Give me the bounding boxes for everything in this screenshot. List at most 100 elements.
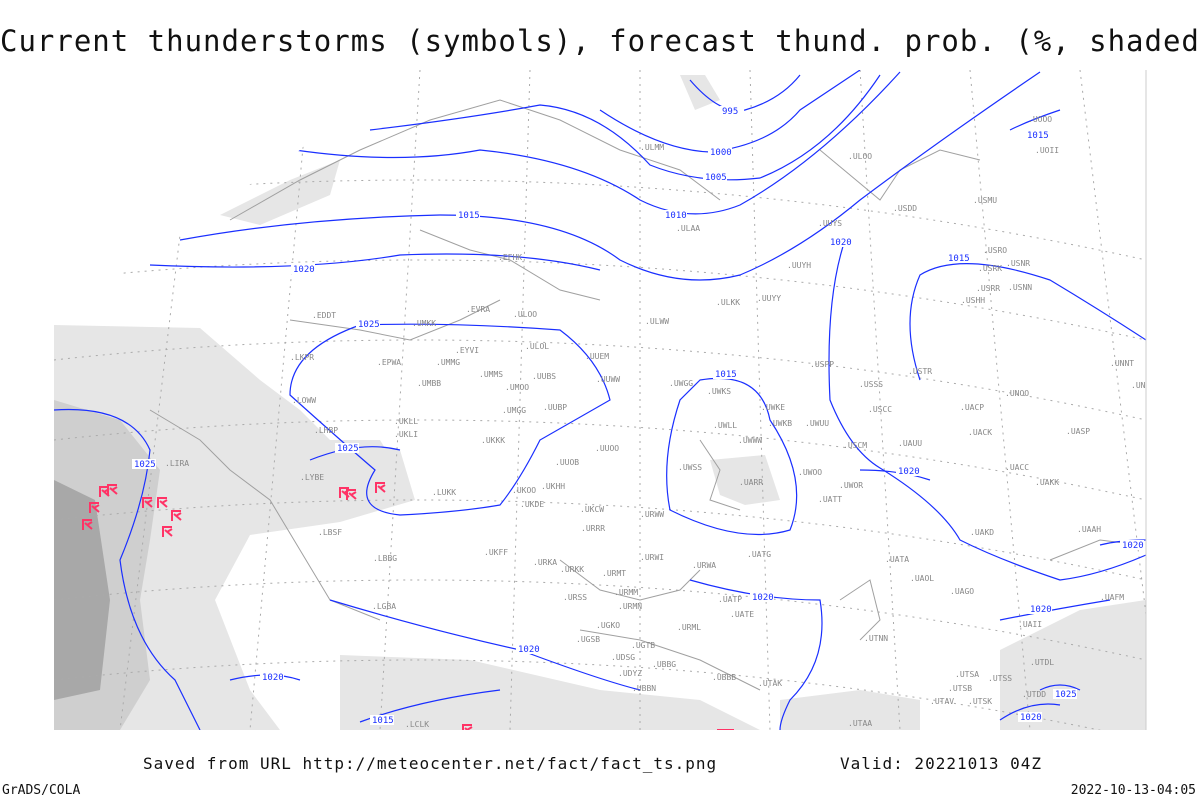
isobar-label-bg [132, 459, 156, 469]
station-label: .EPWA [377, 358, 401, 367]
station-label: .URWA [692, 561, 716, 570]
station-label: .UWSS [678, 463, 702, 472]
station-label: .EFHK [498, 253, 522, 262]
station-label: .URKA [533, 558, 557, 567]
isobar-label-bg [708, 147, 732, 157]
parallel [54, 499, 1146, 581]
isobar-label: 1025 [1055, 690, 1077, 700]
station-label: .UOOO [1028, 115, 1052, 124]
station-label: .ULAA [676, 224, 700, 233]
station-label: .UTDL [1030, 658, 1054, 667]
isobar-line [179, 71, 1041, 281]
isobar-line [149, 253, 601, 271]
station-label: .URMN [618, 602, 642, 611]
station-label: .UWWW [738, 436, 762, 445]
isobar-label-bg [356, 319, 380, 329]
station-label: .UMMS [479, 370, 503, 379]
station-labels: .ULMM .ULOO .UUYS .ULAA .USDD .USMU .UOOO .UOII… [165, 115, 1146, 729]
station-label: .USTR [908, 367, 932, 376]
station-label: .USMU [973, 196, 997, 205]
station-label: .USNR [1006, 259, 1030, 268]
station-label: .UAOL [910, 574, 934, 583]
station-label: .UUYS [818, 219, 842, 228]
station-label: .URKK [560, 565, 584, 574]
station-label: .UMKK [412, 319, 436, 328]
station-label: .UKDE [520, 500, 544, 509]
thunderstorm-icon [142, 497, 153, 508]
station-label: .ULWW [645, 317, 669, 326]
station-label: .UWKE [761, 403, 785, 412]
isobar-label-bg [703, 172, 727, 182]
isobar-label-bg [1120, 540, 1144, 550]
isobar-line [689, 74, 801, 112]
thunderstorm-icon [107, 484, 118, 495]
station-label: .UTAV [930, 697, 954, 706]
station-label: .UTNN [864, 634, 888, 643]
isobar-label-bg [260, 672, 284, 682]
station-label: .UUBS [532, 372, 556, 381]
coastline [289, 299, 501, 341]
station-label: .UUEM [585, 352, 609, 361]
station-label: .UAKK [1035, 478, 1059, 487]
station-label: .USCM [843, 441, 867, 450]
isobar-line [666, 377, 798, 536]
thunderstorm-icon [89, 502, 100, 513]
station-label: .UAUU [898, 439, 922, 448]
isobar-label-bg [456, 210, 480, 220]
isobar-line [999, 599, 1111, 621]
station-label: .ULOL [525, 342, 549, 351]
isobar-label: 1020 [262, 673, 284, 683]
isobar-label: 1020 [1030, 605, 1052, 615]
coastline [819, 149, 981, 201]
shading-area [780, 690, 920, 730]
station-label: .LKPR [290, 353, 314, 362]
parallel [54, 339, 1146, 421]
thunderstorm-icon [724, 729, 735, 730]
thunderstorm-icon [82, 519, 93, 530]
station-label: .URSS [563, 593, 587, 602]
station-label: .UUOB [555, 458, 579, 467]
station-label: .UAKD [970, 528, 994, 537]
isobar-label: 995 [722, 107, 738, 117]
shading-area [1000, 600, 1146, 730]
station-label: .UWUU [805, 419, 829, 428]
station-label: .USPP [810, 360, 834, 369]
station-label: .ULOO [848, 152, 872, 161]
parallel [54, 579, 1146, 661]
station-label: .UMMG [436, 358, 460, 367]
isobar-label-bg [750, 592, 774, 602]
isobar-line [999, 703, 1061, 721]
station-label: .UNNT [1110, 359, 1134, 368]
station-label: .USRO [983, 246, 1007, 255]
station-label: .URWW [640, 510, 664, 519]
thunderstorm-icon [171, 510, 182, 521]
isobar-label-bg [720, 106, 744, 116]
isobar-label-bg [1025, 130, 1049, 140]
station-label: .EYVI [455, 346, 479, 355]
isobar-label: 1020 [752, 593, 774, 603]
generated-timestamp: 2022-10-13-04:05 [1070, 783, 1196, 798]
station-label: .UATA [885, 555, 909, 564]
station-label: .UWOR [839, 481, 863, 490]
parallel [54, 259, 1146, 341]
station-label: .UWGG [669, 379, 693, 388]
station-label: .UBBB [712, 673, 736, 682]
parallel [54, 659, 1146, 730]
station-label: .LUKK [432, 488, 456, 497]
station-label: .UBBG [652, 660, 676, 669]
station-label: .LHBP [314, 426, 338, 435]
meridian [859, 70, 901, 730]
software-credit: GrADS/COLA [2, 783, 81, 798]
station-label: .UKKK [481, 436, 505, 445]
isobar-line [689, 579, 823, 730]
station-label: .UARR [739, 478, 763, 487]
isobar-line [369, 74, 881, 181]
station-label: .UMBB [417, 379, 441, 388]
meridian [749, 70, 771, 730]
thunderstorm-symbols [82, 482, 735, 730]
station-label: .UUOO [595, 444, 619, 453]
station-label: .UUBP [543, 403, 567, 412]
station-label: .UMGG [502, 406, 526, 415]
isobar-label: 1020 [1122, 541, 1144, 551]
